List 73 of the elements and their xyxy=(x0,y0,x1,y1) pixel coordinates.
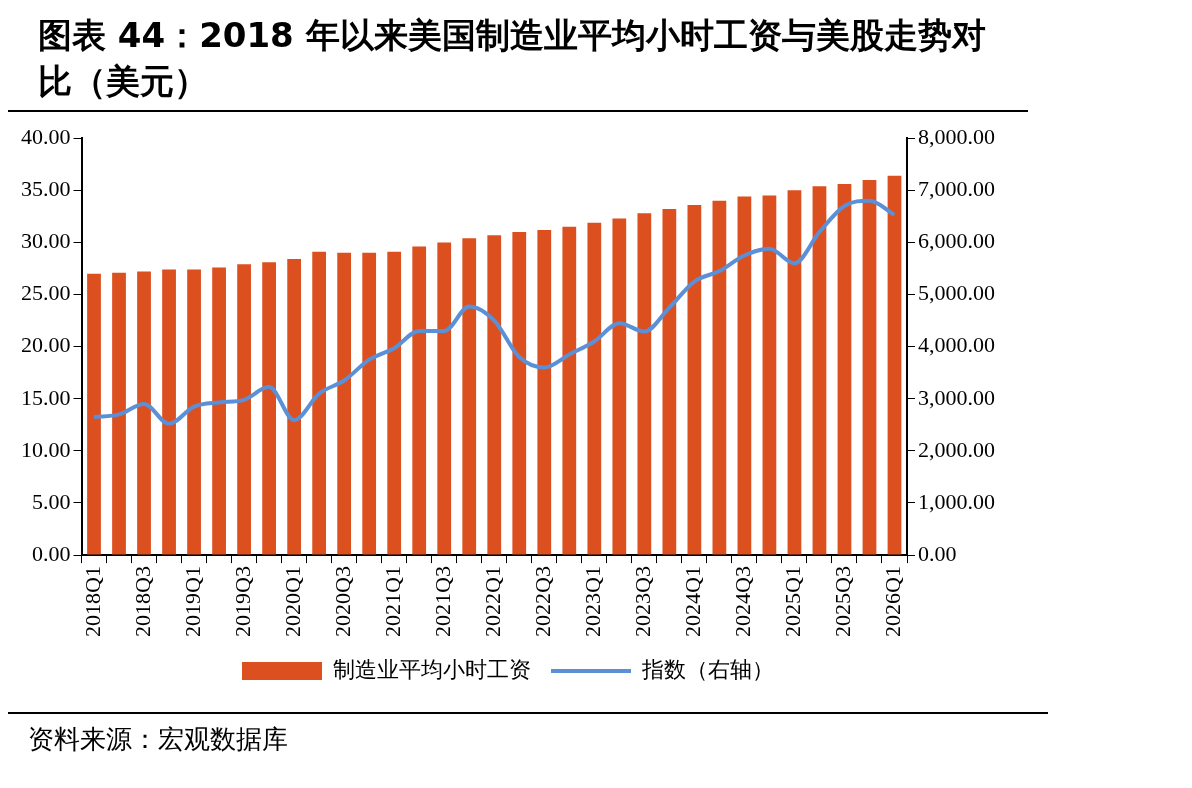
x-tick-label: 2026Q1 xyxy=(880,566,906,637)
bar xyxy=(487,235,502,555)
y-tick-label: 30.00 xyxy=(21,228,71,254)
bar xyxy=(762,195,777,555)
x-tick-label: 2024Q3 xyxy=(730,566,756,637)
bar xyxy=(462,238,477,555)
y-tick-label: 0.00 xyxy=(32,540,71,566)
y-tick-label: 5.00 xyxy=(32,488,71,514)
y-tick-label: 15.00 xyxy=(21,384,71,410)
bar xyxy=(687,204,702,555)
bar xyxy=(787,190,802,555)
x-tick-label: 2018Q1 xyxy=(79,566,105,637)
bar xyxy=(812,186,827,555)
y2-tick-label: 8,000.00 xyxy=(918,123,995,149)
x-tick-label: 2024Q1 xyxy=(680,566,706,637)
bar xyxy=(262,262,276,555)
bar xyxy=(112,272,126,555)
bar xyxy=(862,179,877,555)
legend-label: 指数（右轴） xyxy=(641,656,774,682)
bar xyxy=(637,213,652,555)
bar xyxy=(137,271,151,555)
x-tick-label: 2025Q3 xyxy=(830,566,856,637)
x-tick-label: 2018Q3 xyxy=(129,566,155,637)
x-tick-label: 2019Q1 xyxy=(179,566,205,637)
bar xyxy=(737,196,752,555)
y2-tick-label: 1,000.00 xyxy=(918,488,995,514)
y2-tick-label: 0.00 xyxy=(918,540,957,566)
x-tick-label: 2019Q3 xyxy=(229,566,255,637)
bar xyxy=(312,251,327,555)
bar xyxy=(237,264,251,555)
bar xyxy=(387,251,402,555)
y2-tick-label: 6,000.00 xyxy=(918,228,995,254)
y-tick-label: 35.00 xyxy=(21,176,71,202)
bar xyxy=(887,175,902,555)
y-tick-label: 10.00 xyxy=(21,436,71,462)
bar xyxy=(337,252,352,555)
bar xyxy=(512,232,527,555)
bar xyxy=(287,259,302,555)
text: 资料来源：宏观数据库 xyxy=(8,712,1048,765)
x-tick-label: 2020Q3 xyxy=(329,566,355,637)
y2-tick-label: 2,000.00 xyxy=(918,436,995,462)
y2-tick-label: 7,000.00 xyxy=(918,176,995,202)
bar xyxy=(437,242,452,555)
legend-label: 制造业平均小时工资 xyxy=(333,656,531,682)
x-tick-label: 2020Q1 xyxy=(279,566,305,637)
x-tick-label: 2023Q3 xyxy=(630,566,656,637)
x-tick-label: 2021Q3 xyxy=(430,566,455,637)
bar xyxy=(662,209,677,555)
bar xyxy=(537,229,552,555)
y-tick-label: 25.00 xyxy=(21,280,71,306)
bar xyxy=(162,269,176,555)
line-series xyxy=(92,198,897,426)
bar xyxy=(612,218,627,555)
x-tick-label: 2021Q1 xyxy=(379,566,405,637)
y2-tick-label: 5,000.00 xyxy=(918,280,995,306)
bar xyxy=(562,226,577,555)
bar xyxy=(87,273,101,555)
y-tick-label: 20.00 xyxy=(21,332,71,358)
bar xyxy=(412,246,427,555)
bar xyxy=(187,269,201,555)
bar xyxy=(362,252,377,555)
x-tick-label: 2023Q1 xyxy=(580,566,606,637)
bar xyxy=(837,184,852,555)
bar xyxy=(587,222,602,555)
x-tick-label: 2025Q1 xyxy=(780,566,806,637)
bar xyxy=(712,200,727,555)
x-tick-label: 2022Q1 xyxy=(480,566,506,637)
bar xyxy=(212,267,226,555)
y2-tick-label: 4,000.00 xyxy=(918,332,995,358)
y-tick-label: 40.00 xyxy=(21,123,71,149)
y2-tick-label: 3,000.00 xyxy=(918,384,995,410)
chart-title: 图表 44：2018 年以来美国制造业平均小时工资与美股走势对比（美元） xyxy=(8,8,1028,112)
x-tick-label: 2022Q3 xyxy=(530,566,556,637)
